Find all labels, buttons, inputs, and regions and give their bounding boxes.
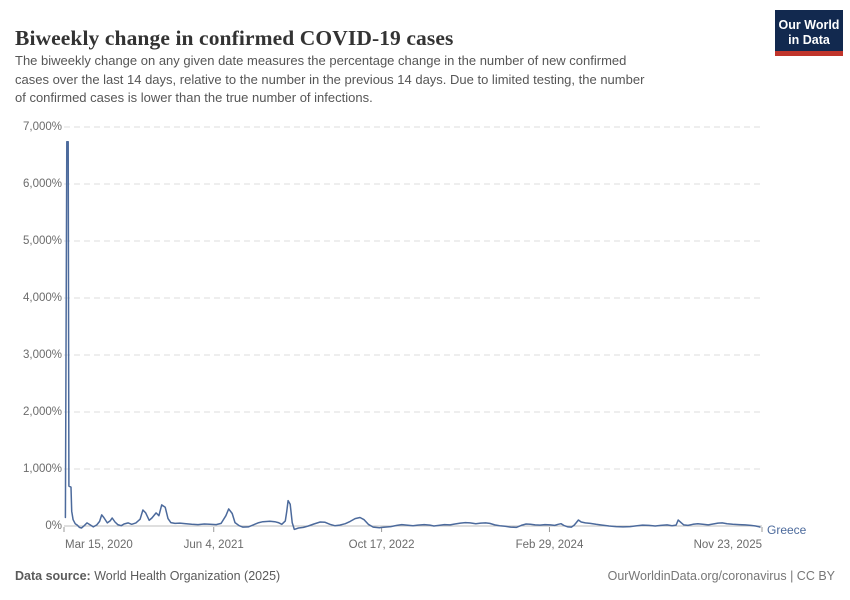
y-axis-label: 0% <box>45 520 62 532</box>
y-axis-label: 6,000% <box>22 178 62 190</box>
data-line-greece <box>64 141 761 531</box>
data-source: Data source: World Health Organization (… <box>15 569 280 583</box>
data-source-value: World Health Organization (2025) <box>90 569 281 583</box>
subtitle-line: cases over the last 14 days, relative to… <box>15 71 645 87</box>
chart-footer: Data source: World Health Organization (… <box>15 569 835 583</box>
y-axis-label: 1,000% <box>22 463 62 475</box>
y-axis-label: 7,000% <box>22 121 62 133</box>
x-axis-label: Mar 15, 2020 <box>65 539 133 551</box>
y-axis-label: 2,000% <box>22 406 62 418</box>
owid-logo-red-stripe <box>775 51 843 56</box>
owid-logo: Our World in Data <box>775 10 843 56</box>
x-axis-label: Feb 29, 2024 <box>515 539 584 551</box>
subtitle-line: The biweekly change on any given date me… <box>15 53 627 68</box>
chart-title: Biweekly change in confirmed COVID-19 ca… <box>15 26 454 51</box>
credit-line: OurWorldinData.org/coronavirus | CC BY <box>607 569 835 583</box>
y-axis-label: 3,000% <box>22 349 62 361</box>
chart-subtitle: The biweekly change on any given date me… <box>15 52 755 108</box>
owid-logo-text-line1: Our World <box>778 18 840 32</box>
y-axis-label: 5,000% <box>22 235 62 247</box>
series-label-greece: Greece <box>767 523 807 537</box>
data-source-label: Data source: <box>15 569 91 583</box>
owid-logo-text-line2: in Data <box>788 33 830 47</box>
x-axis-label: Nov 23, 2025 <box>693 539 762 551</box>
x-axis-label: Jun 4, 2021 <box>183 539 244 551</box>
subtitle-line: of confirmed cases is lower than the tru… <box>15 90 373 105</box>
x-axis-label: Oct 17, 2022 <box>348 539 415 551</box>
y-axis-label: 4,000% <box>22 292 62 304</box>
